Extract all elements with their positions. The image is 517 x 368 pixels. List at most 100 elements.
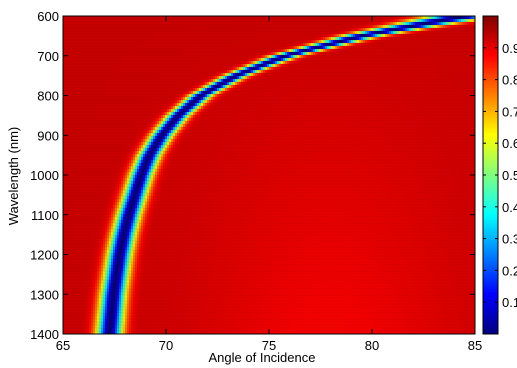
- heatmap-cell: [315, 37, 318, 41]
- heatmap-cell: [377, 16, 380, 20]
- heatmap-cell: [189, 28, 192, 32]
- heatmap-cell: [121, 28, 124, 32]
- heatmap-cell: [155, 31, 158, 35]
- heatmap-cell: [63, 40, 66, 44]
- heatmap-cell: [309, 25, 312, 29]
- heatmap-cell: [181, 19, 184, 23]
- heatmap-cell: [209, 55, 212, 59]
- heatmap-cell: [383, 40, 386, 44]
- heatmap-cell: [103, 19, 106, 23]
- heatmap-cell: [357, 61, 360, 65]
- heatmap-cell: [111, 49, 114, 53]
- heatmap-cell: [397, 43, 400, 47]
- heatmap-cell: [163, 46, 166, 50]
- heatmap-cell: [247, 58, 250, 62]
- heatmap-cell: [409, 22, 412, 26]
- heatmap-cell: [451, 25, 454, 29]
- heatmap-cell: [455, 25, 458, 29]
- heatmap-cell: [163, 64, 166, 68]
- heatmap-cell: [211, 37, 214, 41]
- heatmap-cell: [449, 61, 452, 65]
- heatmap-cell: [327, 46, 330, 50]
- heatmap-cell: [375, 55, 378, 59]
- heatmap-cell: [167, 19, 170, 23]
- heatmap-cell: [193, 67, 196, 71]
- heatmap-cell: [115, 19, 118, 23]
- heatmap-cell: [351, 55, 354, 59]
- heatmap-cell: [157, 25, 160, 29]
- heatmap-cell: [115, 67, 118, 71]
- heatmap-cell: [359, 58, 362, 62]
- heatmap-cell: [283, 46, 286, 50]
- heatmap-cell: [205, 22, 208, 26]
- heatmap-cell: [415, 40, 418, 44]
- heatmap-cell: [313, 37, 316, 41]
- heatmap-cell: [75, 16, 78, 20]
- heatmap-cell: [191, 52, 194, 56]
- heatmap-cell: [205, 40, 208, 44]
- heatmap-cell: [281, 49, 284, 53]
- heatmap-cell: [107, 22, 110, 26]
- heatmap-cell: [235, 64, 238, 68]
- heatmap-cell: [439, 49, 442, 53]
- heatmap-cell: [101, 43, 104, 47]
- heatmap-cell: [247, 61, 250, 65]
- heatmap-cell: [129, 31, 132, 35]
- heatmap-cell: [397, 64, 400, 68]
- heatmap-cell: [359, 61, 362, 65]
- heatmap-cell: [215, 46, 218, 50]
- heatmap-cell: [131, 16, 134, 20]
- heatmap-cell: [263, 19, 266, 23]
- heatmap-cell: [305, 49, 308, 53]
- heatmap-cell: [207, 16, 210, 20]
- heatmap-cell: [337, 28, 340, 32]
- heatmap-cell: [177, 46, 180, 50]
- heatmap-cell: [203, 28, 206, 32]
- heatmap-cell: [441, 55, 444, 59]
- heatmap-cell: [125, 25, 128, 29]
- heatmap-cell: [335, 46, 338, 50]
- heatmap-cell: [103, 64, 106, 68]
- heatmap-cell: [323, 37, 326, 41]
- heatmap-cell: [103, 31, 106, 35]
- heatmap-cell: [83, 28, 86, 32]
- heatmap-cell: [303, 67, 306, 71]
- heatmap-cell: [453, 31, 456, 35]
- heatmap-cell: [109, 55, 112, 59]
- heatmap-cell: [109, 34, 112, 38]
- heatmap-cell: [195, 22, 198, 26]
- heatmap-cell: [415, 19, 418, 23]
- heatmap-cell: [247, 22, 250, 26]
- heatmap-cell: [467, 67, 470, 71]
- heatmap-cell: [165, 37, 168, 41]
- heatmap-cell: [461, 64, 464, 68]
- heatmap-cell: [461, 49, 464, 53]
- heatmap-cell: [161, 19, 164, 23]
- heatmap-cell: [283, 52, 286, 56]
- heatmap-cell: [83, 67, 86, 71]
- heatmap-cell: [103, 67, 106, 71]
- heatmap-cell: [265, 52, 268, 56]
- heatmap-cell: [453, 61, 456, 65]
- heatmap-cell: [293, 61, 296, 65]
- heatmap-cell: [187, 55, 190, 59]
- heatmap-cell: [239, 43, 242, 47]
- heatmap-cell: [133, 58, 136, 62]
- heatmap-cell: [361, 58, 364, 62]
- heatmap-cell: [185, 28, 188, 32]
- heatmap-cell: [243, 46, 246, 50]
- heatmap-cell: [253, 55, 256, 59]
- heatmap-cell: [321, 25, 324, 29]
- heatmap-cell: [93, 61, 96, 65]
- heatmap-cell: [353, 55, 356, 59]
- heatmap-cell: [151, 19, 154, 23]
- heatmap-cell: [197, 19, 200, 23]
- heatmap-cell: [349, 49, 352, 53]
- heatmap-cell: [193, 37, 196, 41]
- heatmap-cell: [401, 19, 404, 23]
- heatmap-cell: [193, 25, 196, 29]
- heatmap-cell: [183, 25, 186, 29]
- heatmap-cell: [247, 46, 250, 50]
- heatmap-cell: [239, 46, 242, 50]
- heatmap-cell: [191, 16, 194, 20]
